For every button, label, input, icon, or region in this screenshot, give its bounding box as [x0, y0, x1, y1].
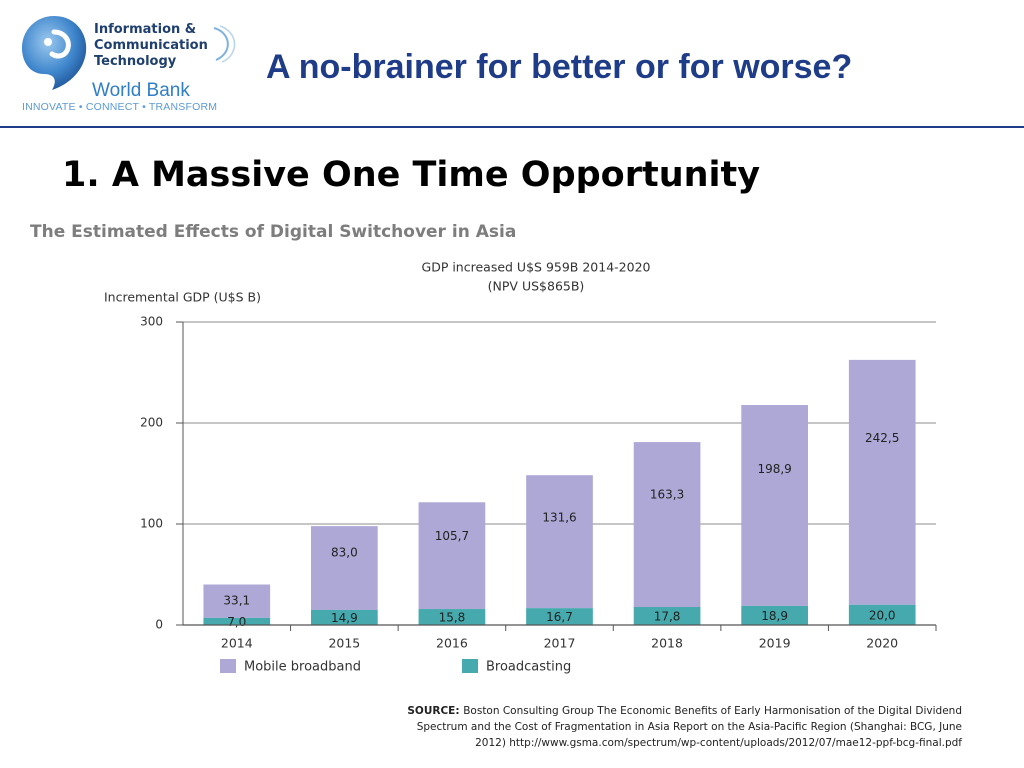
- data-label-mobile-broadband-2019: 198,9: [757, 462, 791, 476]
- data-label-mobile-broadband-2015: 83,0: [331, 545, 358, 559]
- bar-broadcasting-2020: [848, 604, 916, 625]
- y-axis-label: Incremental GDP (U$S B): [104, 290, 261, 305]
- source-note-line: 2012) http://www.gsma.com/spectrum/wp-co…: [475, 737, 962, 749]
- chart-title: The Estimated Effects of Digital Switcho…: [30, 222, 516, 242]
- data-label-broadcasting-2014: 7,0: [227, 615, 246, 629]
- data-label-broadcasting-2017: 16,7: [546, 610, 573, 624]
- x-tick-label-2016: 2016: [436, 636, 468, 651]
- source-note-line: SOURCE: Boston Consulting Group The Econ…: [407, 705, 962, 717]
- y-tick-label: 200: [140, 416, 163, 430]
- logo-text-line-1: Information &: [94, 22, 197, 37]
- bar-mobile-broadband-2019: [741, 405, 808, 606]
- bar-mobile-broadband-2015: [311, 526, 378, 610]
- logo-arc-icon: [213, 25, 236, 63]
- data-label-broadcasting-2016: 15,8: [439, 611, 466, 625]
- logo-org-name: World Bank: [92, 80, 190, 101]
- x-tick-label-2019: 2019: [759, 636, 791, 651]
- chart-annotation-line: (NPV US$865B): [488, 279, 585, 294]
- bar-broadcasting-2016: [418, 609, 486, 625]
- header-divider: [0, 126, 1024, 128]
- x-tick-label-2018: 2018: [651, 636, 683, 651]
- data-label-mobile-broadband-2016: 105,7: [435, 529, 469, 543]
- data-label-mobile-broadband-2020: 242,5: [865, 431, 899, 445]
- data-label-broadcasting-2019: 18,9: [761, 609, 788, 623]
- data-label-mobile-broadband-2017: 131,6: [542, 510, 576, 524]
- section-heading: 1. A Massive One Time Opportunity: [62, 155, 761, 195]
- source-note-line: Spectrum and the Cost of Fragmentation i…: [417, 721, 962, 733]
- x-tick-label-2015: 2015: [328, 636, 360, 651]
- legend-swatch-mobile-broadband: [220, 659, 236, 673]
- data-label-broadcasting-2015: 14,9: [331, 611, 358, 625]
- bar-broadcasting-2018: [633, 607, 701, 625]
- chart-annotation-line: GDP increased U$S 959B 2014-2020: [422, 260, 651, 275]
- x-tick-label-2020: 2020: [866, 636, 898, 651]
- bar-mobile-broadband-2016: [418, 502, 486, 610]
- y-tick-label: 0: [155, 618, 163, 632]
- globe-swirl-icon: [22, 16, 87, 90]
- chart-area: The Estimated Effects of Digital Switcho…: [0, 210, 1024, 768]
- bar-broadcasting-2014: [203, 617, 271, 625]
- bar-mobile-broadband-2017: [526, 475, 593, 609]
- bar-broadcasting-2015: [311, 609, 378, 625]
- logo-text-line-2: Communication: [94, 38, 208, 53]
- y-tick-label: 300: [140, 315, 163, 329]
- legend-label: Mobile broadband: [244, 660, 361, 675]
- legend-swatch-broadcasting: [462, 659, 478, 673]
- bar-mobile-broadband-2020: [848, 359, 916, 605]
- x-tick-label-2017: 2017: [544, 636, 576, 651]
- data-label-mobile-broadband-2018: 163,3: [650, 487, 684, 501]
- data-label-broadcasting-2018: 17,8: [654, 610, 681, 624]
- legend-label: Broadcasting: [486, 660, 571, 675]
- logo-text-line-3: Technology: [94, 54, 177, 69]
- slide-title: A no-brainer for better or for worse?: [266, 48, 853, 86]
- data-label-mobile-broadband-2014: 33,1: [223, 594, 250, 608]
- x-tick-label-2014: 2014: [221, 636, 253, 651]
- bar-mobile-broadband-2018: [633, 442, 701, 608]
- y-tick-label: 100: [140, 517, 163, 531]
- bar-mobile-broadband-2014: [203, 584, 271, 618]
- logo-tagline: INNOVATE • CONNECT • TRANSFORM: [22, 101, 218, 113]
- bar-broadcasting-2017: [526, 608, 593, 625]
- world-bank-ict-logo: Information & Communication Technology W…: [14, 8, 244, 118]
- bar-broadcasting-2019: [741, 605, 808, 625]
- stacked-bar-chart: The Estimated Effects of Digital Switcho…: [30, 222, 962, 749]
- data-label-broadcasting-2020: 20,0: [869, 608, 896, 622]
